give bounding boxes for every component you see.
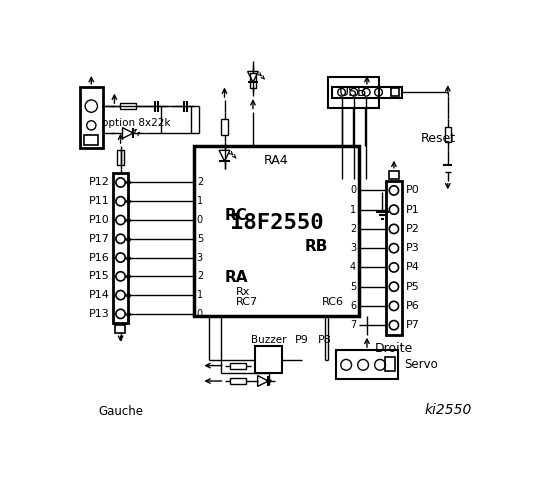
Text: 0: 0 — [350, 185, 356, 195]
Text: 1: 1 — [197, 196, 203, 206]
Text: RA: RA — [225, 270, 248, 285]
Bar — [332, 87, 401, 97]
Text: Reset: Reset — [421, 132, 456, 145]
Text: RA4: RA4 — [264, 154, 289, 167]
Text: P1: P1 — [405, 204, 419, 215]
Bar — [389, 171, 399, 179]
Text: 4: 4 — [350, 263, 356, 273]
Bar — [391, 88, 399, 96]
Text: 5: 5 — [350, 282, 356, 292]
Text: 18F2550: 18F2550 — [229, 213, 324, 233]
Text: 2: 2 — [350, 224, 356, 234]
Text: Buzzer: Buzzer — [251, 335, 286, 345]
Text: 0: 0 — [197, 215, 203, 225]
Text: 6: 6 — [350, 301, 356, 311]
Text: P7: P7 — [405, 320, 419, 330]
Bar — [117, 150, 124, 166]
Bar — [80, 87, 103, 148]
Text: P12: P12 — [89, 178, 110, 188]
Text: P5: P5 — [405, 282, 419, 292]
Text: Rx: Rx — [236, 288, 251, 298]
Text: RB: RB — [305, 239, 328, 254]
Text: RC7: RC7 — [236, 297, 258, 307]
Text: P6: P6 — [405, 301, 419, 311]
Text: P8: P8 — [317, 335, 332, 345]
Text: 2: 2 — [197, 271, 203, 281]
Bar — [221, 119, 228, 134]
Bar — [120, 103, 135, 109]
Text: P3: P3 — [405, 243, 419, 253]
Text: Servo: Servo — [404, 359, 437, 372]
Text: 1: 1 — [197, 290, 203, 300]
Bar — [336, 350, 398, 380]
Text: P4: P4 — [405, 263, 419, 273]
Bar — [250, 73, 256, 88]
Text: 2: 2 — [197, 178, 203, 188]
Text: P14: P14 — [89, 290, 110, 300]
Text: P10: P10 — [89, 215, 110, 225]
Text: USB: USB — [339, 85, 368, 99]
Text: P0: P0 — [405, 185, 419, 195]
Bar — [85, 134, 98, 145]
Bar — [230, 362, 246, 369]
Text: 1: 1 — [350, 204, 356, 215]
Text: 7: 7 — [350, 320, 356, 330]
Bar — [385, 357, 395, 371]
Text: 5: 5 — [197, 234, 203, 244]
Text: P13: P13 — [89, 309, 110, 319]
Text: RC: RC — [225, 208, 247, 223]
Text: ki2550: ki2550 — [425, 403, 472, 417]
Bar — [230, 378, 246, 384]
Bar — [255, 347, 282, 373]
Text: 3: 3 — [197, 252, 203, 263]
Text: P2: P2 — [405, 224, 419, 234]
Bar — [115, 325, 125, 333]
Bar — [194, 146, 359, 315]
Text: RC6: RC6 — [322, 297, 344, 307]
Text: P17: P17 — [89, 234, 110, 244]
Text: 0: 0 — [197, 309, 203, 319]
Text: P9: P9 — [295, 335, 309, 345]
Text: P15: P15 — [89, 271, 110, 281]
Text: Droite: Droite — [375, 342, 413, 355]
Text: option 8x22k: option 8x22k — [102, 118, 170, 128]
Bar — [445, 127, 451, 142]
Text: Gauche: Gauche — [98, 405, 143, 418]
Bar — [113, 173, 128, 323]
Text: P16: P16 — [89, 252, 110, 263]
Text: P11: P11 — [89, 196, 110, 206]
Bar — [328, 77, 378, 108]
Bar — [386, 181, 401, 335]
Text: 3: 3 — [350, 243, 356, 253]
